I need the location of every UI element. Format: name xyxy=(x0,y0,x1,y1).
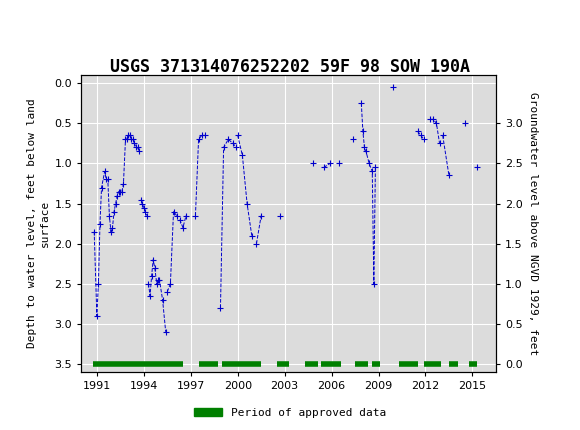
Legend: Period of approved data: Period of approved data xyxy=(190,403,390,422)
Y-axis label: Groundwater level above NGVD 1929, feet: Groundwater level above NGVD 1929, feet xyxy=(528,92,538,355)
Text: ╳USGS: ╳USGS xyxy=(9,12,70,33)
Text: USGS 371314076252202 59F 98 SOW 190A: USGS 371314076252202 59F 98 SOW 190A xyxy=(110,58,470,76)
Y-axis label: Depth to water level, feet below land
surface: Depth to water level, feet below land su… xyxy=(27,99,50,348)
